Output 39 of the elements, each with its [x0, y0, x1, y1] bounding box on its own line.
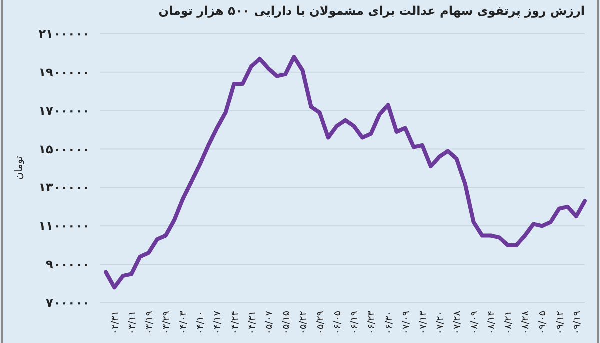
- chart-title: ارزش روز پرتفوی سهام عدالت برای مشمولان با دارایی ۵۰۰ هزار تومان: [158, 4, 585, 18]
- x-tick-label: ۰۴/۲۴: [230, 311, 241, 335]
- x-tick-label: ۰۷/۲۰: [435, 311, 446, 335]
- x-tick-label: ۰۴/۱۰: [196, 311, 207, 335]
- y-tick-label: ۹۰۰۰۰۰: [46, 258, 90, 272]
- y-tick-label: ۱۹۰۰۰۰۰: [38, 65, 90, 80]
- x-tick-label: ۰۳/۱۱: [127, 311, 138, 335]
- x-tick-label: ۰۴/۰۳: [178, 311, 190, 335]
- y-tick-label: ۱۱۰۰۰۰۰: [38, 219, 90, 234]
- x-tick-label: ۰۵/۱۵: [281, 311, 292, 335]
- y-tick-label: ۷۰۰۰۰۰: [46, 296, 90, 310]
- y-tick-label: ۱۷۰۰۰۰۰: [38, 104, 90, 118]
- y-tick-label: ۲۱۰۰۰۰۰: [38, 27, 90, 41]
- x-tick-label: ۰۸/۱۴: [486, 311, 498, 335]
- x-tick-label: ۰۵/۰۷: [264, 311, 276, 335]
- x-tick-label: ۰۹/۱۲: [554, 311, 566, 335]
- x-tick-label: ۰۳/۲۹: [161, 311, 172, 335]
- x-tick-label: ۰۶/۲۳: [366, 311, 378, 335]
- x-tick-label: ۰۵/۲۲: [298, 311, 310, 335]
- y-tick-label: ۱۳۰۰۰۰۰: [38, 180, 90, 195]
- x-tick-label: ۰۷/۲۸: [452, 311, 464, 335]
- x-tick-label: ۰۶/۰۵: [332, 311, 344, 335]
- x-tick-label: ۰۳/۱۹: [144, 311, 156, 335]
- x-tick-label: ۰۷/۱۳: [418, 311, 429, 335]
- x-tick-label: ۰۴/۳۱: [246, 311, 258, 335]
- x-tick-label: ۰۹/۱۹: [572, 311, 583, 335]
- x-tick-label: ۰۶/۳۰: [384, 311, 395, 335]
- x-tick-label: ۰۷/۰۹: [400, 311, 412, 335]
- x-tick-label: ۰۶/۱۹: [350, 311, 361, 335]
- y-axis-title: تومان: [14, 156, 25, 180]
- x-tick-label: ۰۸/۲۱: [504, 311, 515, 335]
- x-tick-label: ۰۵/۲۹: [315, 311, 326, 335]
- x-tick-label: ۰۸/۰۹: [469, 311, 480, 335]
- y-tick-label: ۱۵۰۰۰۰۰: [38, 142, 90, 156]
- x-tick-label: ۰۲/۳۱: [110, 311, 122, 335]
- line-series: [104, 55, 587, 290]
- x-tick-label: ۰۸/۲۸: [520, 311, 532, 335]
- x-tick-label: ۰۴/۱۷: [212, 311, 224, 335]
- x-tick-label: ۰۹/۰۵: [538, 311, 549, 335]
